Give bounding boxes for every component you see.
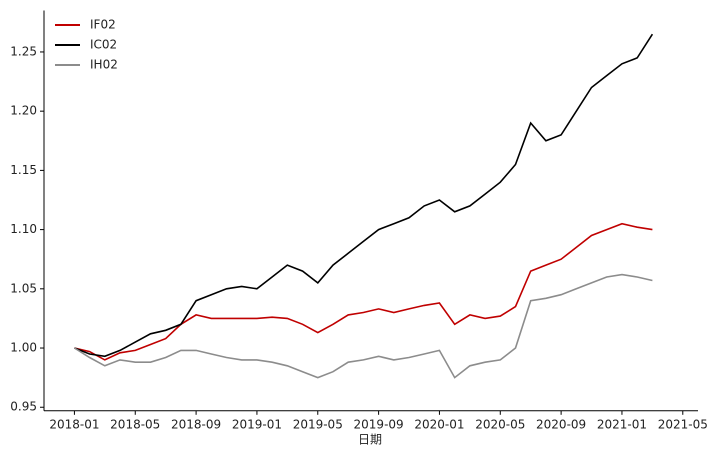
x-tick-label: 2019-05 <box>293 417 343 431</box>
x-tick-label: 2021-01 <box>597 417 647 431</box>
series-line <box>73 273 653 379</box>
legend-label: IH02 <box>90 58 118 72</box>
x-tick-label: 2018-01 <box>49 417 99 431</box>
x-tick-label: 2018-09 <box>171 417 221 431</box>
y-tick-label: 1.00 <box>10 341 37 355</box>
y-tick-label: 1.20 <box>10 104 37 118</box>
x-tick-label: 2019-01 <box>232 417 282 431</box>
legend-label: IC02 <box>90 38 117 52</box>
x-tick-label: 2018-05 <box>110 417 160 431</box>
y-tick-label: 0.95 <box>10 400 37 414</box>
x-tick-label: 2020-01 <box>414 417 464 431</box>
x-axis-label: 日期 <box>358 433 382 447</box>
y-tick-label: 1.05 <box>10 281 37 295</box>
y-tick-label: 1.25 <box>10 44 37 58</box>
y-tick-label: 1.15 <box>10 163 37 177</box>
x-tick-label: 2020-09 <box>536 417 586 431</box>
x-tick-label: 2021-05 <box>658 417 708 431</box>
series-line <box>74 222 653 361</box>
legend-label: IF02 <box>90 18 116 32</box>
x-tick-label: 2019-09 <box>354 417 404 431</box>
y-tick-label: 1.10 <box>10 222 37 236</box>
x-tick-label: 2020-05 <box>475 417 525 431</box>
series-line <box>74 33 654 358</box>
